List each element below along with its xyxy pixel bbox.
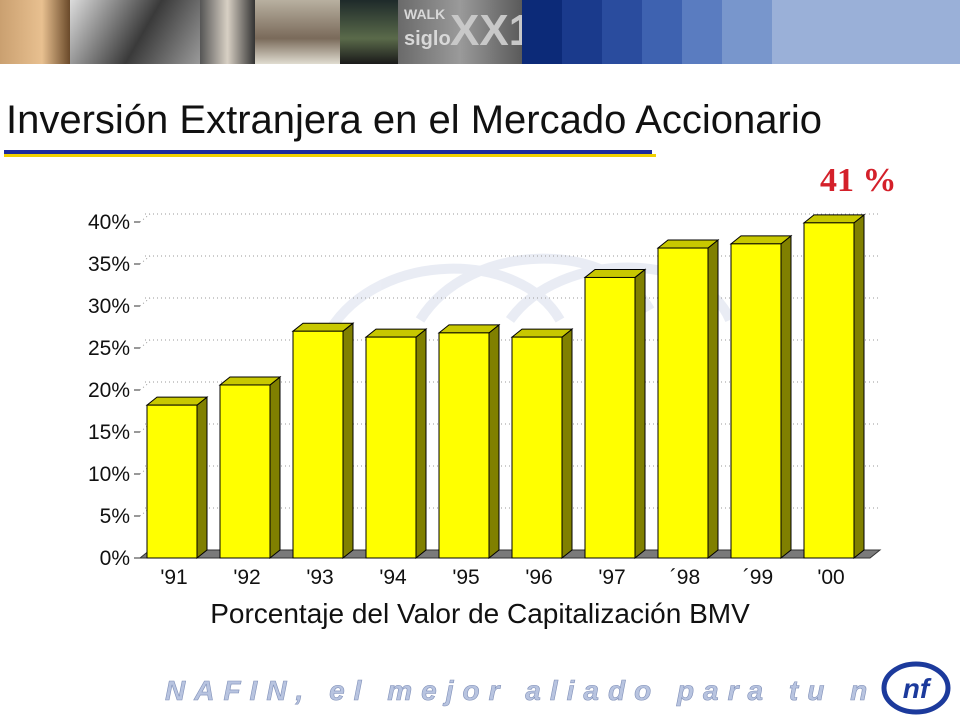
y-tick-label: 5% [100,505,130,528]
x-tick-label: '91 [160,566,187,589]
bar-front [657,247,709,559]
x-tick-label: '97 [598,566,625,589]
banner-photo-laptop [255,0,340,64]
banner-photo-siglo [398,0,522,64]
bar-top [218,376,282,386]
callout-percentage: 41 % [820,162,897,199]
bar-top [802,214,866,224]
bar-side [853,213,865,560]
bar-front [292,330,344,559]
gridline-depth [139,297,151,307]
svg-text:nf: nf [903,673,932,704]
gridline-depth [139,213,151,223]
nafin-logo-icon: nf [881,661,951,715]
banner-xxi-text: XX1 [450,6,534,55]
bar-front [730,243,782,559]
bar-99 [729,234,793,560]
bar-side [269,375,281,560]
x-tick-label: '92 [233,566,260,589]
page-title: Inversión Extranjera en el Mercado Accio… [6,98,822,142]
banner-band-7 [772,0,960,64]
gridline-depth [139,255,151,265]
title-underline [4,150,652,154]
bar-top [510,328,574,338]
y-tick-label: 40% [88,211,130,234]
bar-side [196,396,208,560]
bar-front [219,384,271,559]
bar-00 [802,213,866,560]
bar-side [634,268,646,560]
bar-98 [656,238,720,560]
banner-walk-text: WALK [404,6,446,22]
x-axis-ticks: '91 '92 '93 '94 '95 '96 '97 ´98 ´99 '00 [160,566,844,589]
gridline-depth [139,339,151,349]
bar-93 [291,322,355,560]
x-tick-label: '94 [379,566,407,589]
bar-side [780,234,792,560]
header-banner: WALK siglo XX1 [0,0,960,64]
y-tick-label: 20% [88,379,130,402]
bar-side [488,323,500,560]
bar-top [364,328,428,338]
bar-top [145,396,209,406]
banner-band-6 [722,0,772,64]
x-tick-label: '93 [306,566,333,589]
bar-side [707,238,719,560]
gridline-depth [139,381,151,391]
chart-caption: Porcentaje del Valor de Capitalización B… [210,598,750,629]
y-tick-label: 0% [100,547,130,570]
banner-band-5 [682,0,722,64]
x-tick-label: '96 [525,566,552,589]
y-axis-ticks: 0% 5% 10% 15% 20% 25% 30% 35% 40% [88,211,140,570]
bar-side [415,328,427,560]
banner-band-4 [642,0,682,64]
bar-95 [437,323,501,560]
y-tick-label: 25% [88,337,130,360]
x-tick-label: ´98 [670,566,700,589]
bar-front [365,336,417,559]
bar-top [729,235,793,245]
bar-front [146,404,198,559]
y-tick-label: 35% [88,253,130,276]
x-tick-label: ´99 [743,566,773,589]
slogan-text: NAFIN, el mejor aliado para tu negocio [165,675,870,706]
bar-layer [145,213,866,560]
bar-91 [145,396,209,560]
y-tick-label: 10% [88,463,130,486]
bar-side [342,322,354,560]
bar-top [437,324,501,334]
bar-97 [583,268,647,560]
banner-photo-camera [70,0,200,64]
footer-slogan: NAFIN, el mejor aliado para tu negocio [165,675,870,707]
banner-siglo-text: siglo [404,28,451,50]
bar-92 [218,375,282,560]
bar-top [291,322,355,332]
bar-top [583,268,647,278]
bar-front [511,336,563,559]
banner-photo-woman [0,0,70,64]
banner-band-1 [522,0,562,64]
bar-front [584,276,636,559]
bar-chart: 0%5%10%15%20%25%30%35%40% '91'92'93'94'9… [88,211,882,589]
bar-top [656,239,720,249]
bar-front [438,332,490,559]
banner-photo-city [340,0,398,64]
banner-band-2 [562,0,602,64]
bar-94 [364,328,428,560]
title-underline-accent [4,154,656,157]
x-tick-label: '00 [817,566,844,589]
x-tick-label: '95 [452,566,479,589]
y-tick-label: 15% [88,421,130,444]
banner-photo-man [200,0,255,64]
bar-96 [510,328,574,560]
y-tick-label: 30% [88,295,130,318]
bar-side [561,328,573,560]
bar-front [803,222,855,559]
banner-band-3 [602,0,642,64]
